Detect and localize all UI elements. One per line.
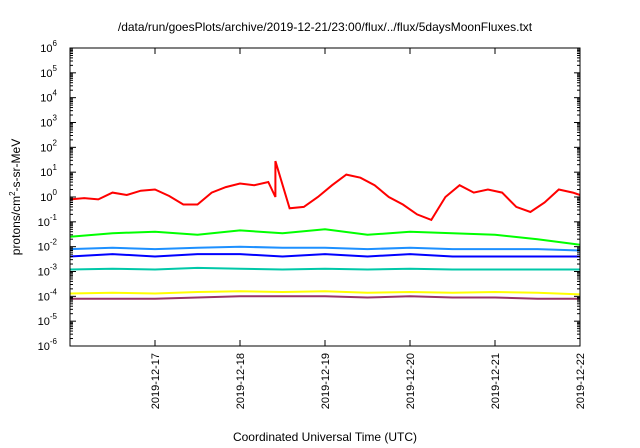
y-tick-base: 10 bbox=[40, 43, 52, 55]
y-axis-label-tail: -s-sr-MeV bbox=[9, 139, 23, 192]
y-tick-exponent: 5 bbox=[53, 64, 58, 73]
y-tick-exponent: -3 bbox=[50, 263, 58, 272]
y-tick-label: 105 bbox=[40, 64, 57, 80]
y-tick-label: 106 bbox=[40, 39, 57, 55]
y-tick-label: 104 bbox=[40, 89, 57, 105]
y-tick-exponent: 6 bbox=[53, 39, 58, 48]
y-tick-exponent: 1 bbox=[53, 163, 58, 172]
y-tick-base: 10 bbox=[38, 316, 50, 328]
y-axis-label-sup: 2 bbox=[8, 191, 17, 196]
y-tick-label: 10-3 bbox=[38, 263, 58, 279]
plot-frame bbox=[69, 47, 581, 347]
y-tick-label: 10-2 bbox=[38, 238, 58, 254]
y-tick-base: 10 bbox=[38, 291, 50, 303]
y-tick-base: 10 bbox=[38, 217, 50, 229]
y-tick-label: 10-4 bbox=[38, 287, 58, 303]
y-tick-exponent: -2 bbox=[50, 238, 58, 247]
y-tick-exponent: -1 bbox=[50, 213, 58, 222]
y-tick-base: 10 bbox=[40, 167, 52, 179]
y-tick-label: 10-5 bbox=[38, 312, 58, 328]
y-tick-base: 10 bbox=[40, 118, 52, 130]
series-line-2 bbox=[69, 228, 581, 246]
y-tick-base: 10 bbox=[38, 341, 50, 353]
y-axis-label-main: protons/cm bbox=[9, 196, 23, 255]
y-tick-exponent: -6 bbox=[50, 337, 58, 346]
y-tick-label: 10-6 bbox=[38, 337, 58, 353]
y-tick-exponent: 4 bbox=[53, 89, 58, 98]
y-tick-exponent: 0 bbox=[53, 188, 58, 197]
x-tick-label: 2019-12-20 bbox=[405, 353, 417, 409]
series-line-5 bbox=[69, 266, 580, 271]
x-tick-label: 2019-12-17 bbox=[150, 353, 162, 409]
y-axis: 10-610-510-410-310-210-11001011021031041… bbox=[38, 39, 580, 353]
chart-title: /data/run/goesPlots/archive/2019-12-21/2… bbox=[118, 20, 533, 34]
y-tick-exponent: -4 bbox=[50, 287, 58, 296]
series-line-7 bbox=[70, 295, 580, 300]
y-tick-label: 10-1 bbox=[38, 213, 58, 229]
x-tick-label: 2019-12-21 bbox=[490, 353, 502, 409]
series-line-4 bbox=[69, 253, 580, 258]
y-axis-label: protons/cm2-s-sr-MeV bbox=[8, 139, 23, 255]
y-tick-exponent: 3 bbox=[53, 114, 58, 123]
x-axis: 2019-12-17 2019-12-18 2019-12-19 2019-12-20… bbox=[150, 48, 587, 409]
y-tick-label: 103 bbox=[40, 114, 57, 130]
y-tick-label: 100 bbox=[40, 188, 57, 204]
y-tick-base: 10 bbox=[40, 142, 52, 154]
x-tick-label: 2019-12-19 bbox=[320, 353, 332, 409]
series-line-1 bbox=[69, 160, 581, 222]
series-line-3 bbox=[69, 245, 581, 252]
x-axis-label: Coordinated Universal Time (UTC) bbox=[233, 430, 417, 444]
series-layer bbox=[69, 160, 581, 300]
x-tick-label: 2019-12-22 bbox=[575, 353, 587, 409]
y-tick-exponent: -5 bbox=[50, 312, 58, 321]
y-tick-exponent: 2 bbox=[53, 138, 58, 147]
x-tick-label: 2019-12-18 bbox=[235, 353, 247, 409]
y-tick-base: 10 bbox=[38, 267, 50, 279]
y-tick-base: 10 bbox=[40, 192, 52, 204]
y-tick-base: 10 bbox=[40, 68, 52, 80]
series-line-6 bbox=[69, 290, 581, 296]
y-tick-label: 102 bbox=[40, 138, 57, 154]
y-tick-base: 10 bbox=[40, 93, 52, 105]
y-tick-base: 10 bbox=[38, 242, 50, 254]
y-tick-label: 101 bbox=[40, 163, 57, 179]
